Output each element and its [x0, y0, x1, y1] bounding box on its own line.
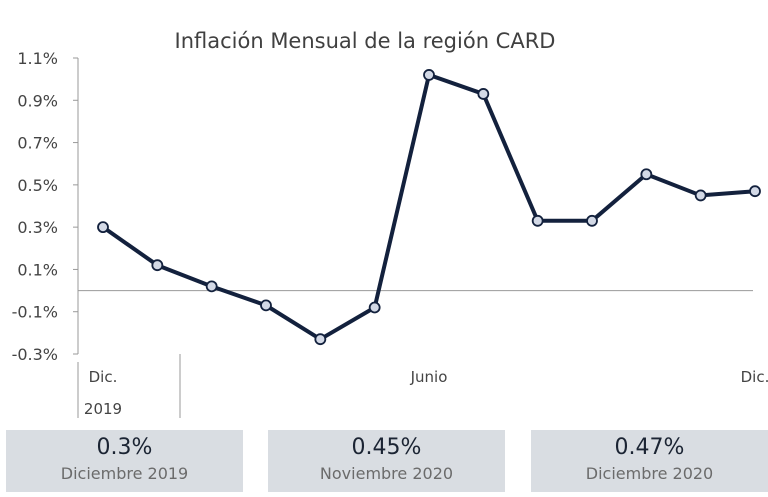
series-points: [97, 69, 761, 346]
summary-value: 0.47%: [614, 435, 685, 460]
y-tick-label: 0.7%: [17, 134, 58, 153]
data-point: [694, 189, 707, 202]
summary-label: Diciembre 2020: [585, 464, 714, 483]
x-tick-label: Dic.: [89, 368, 118, 386]
x-year-label: 2019: [84, 400, 122, 418]
y-tick-label: 0.9%: [17, 91, 58, 110]
data-point: [151, 259, 164, 272]
y-tick-label: -0.1%: [12, 303, 58, 322]
data-point: [531, 214, 544, 227]
data-point: [749, 185, 761, 198]
y-tick-label: 0.5%: [17, 176, 58, 195]
data-point: [423, 69, 435, 81]
summary-card-dec-2019: 0.3% Diciembre 2019: [6, 430, 243, 492]
x-tick-label: Dic.: [741, 368, 768, 386]
summary-label: Diciembre 2019: [60, 464, 189, 483]
data-point: [314, 333, 327, 346]
summary-card-dec-2020: 0.47% Diciembre 2020: [531, 430, 768, 492]
summary-value: 0.3%: [96, 435, 153, 460]
data-point: [97, 221, 109, 234]
series-line-path: [101, 72, 757, 342]
data-point: [205, 280, 218, 293]
x-axis: Dic. Junio Dic. 2019: [77, 290, 768, 418]
data-point: [260, 299, 272, 312]
inflation-line-chart: Inflación Mensual de la región CARD -0.3…: [12, 29, 768, 418]
summary-card-nov-2020: 0.45% Noviembre 2020: [268, 430, 505, 492]
data-point: [477, 88, 490, 100]
y-tick-label: 1.1%: [17, 49, 58, 68]
y-tick-label: 0.1%: [17, 260, 58, 279]
y-tick-label: -0.3%: [12, 345, 58, 364]
data-point: [586, 214, 598, 227]
summary-cards: 0.3% Diciembre 2019 0.45% Noviembre 2020…: [0, 430, 768, 492]
chart-title: Inflación Mensual de la región CARD: [175, 29, 556, 53]
x-tick-label: Junio: [410, 368, 448, 386]
y-tick-label: 0.3%: [17, 218, 58, 237]
series-line: [101, 72, 757, 342]
summary-value: 0.45%: [351, 435, 422, 460]
y-axis: -0.3% -0.1% 0.1% 0.3% 0.5% 0.7% 0.9% 1.1%: [12, 49, 79, 364]
data-point: [640, 168, 653, 181]
summary-label: Noviembre 2020: [319, 464, 454, 483]
data-point: [368, 301, 381, 314]
